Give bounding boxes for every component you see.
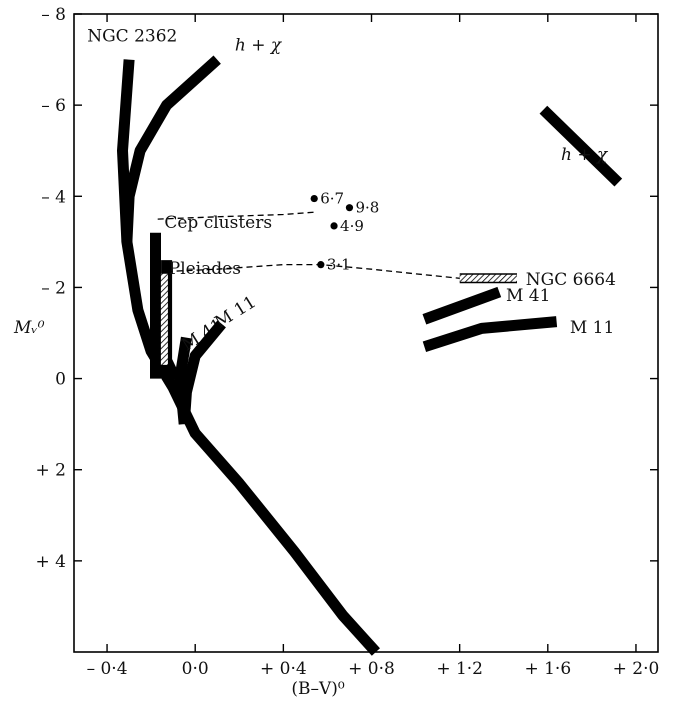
y-axis-title: Mᵥ⁰ bbox=[13, 318, 45, 338]
x-tick-label-0: – 0·4 bbox=[87, 659, 128, 679]
series-10-label: NGC 6664 bbox=[526, 270, 616, 290]
y-tick-label-4: 0 bbox=[55, 370, 66, 390]
point-2-label: 4·9 bbox=[340, 217, 364, 235]
series-2-label: h + χ bbox=[561, 145, 609, 165]
point-3 bbox=[317, 261, 325, 269]
series-1-label: h + χ bbox=[235, 35, 283, 55]
plot-frame bbox=[73, 13, 659, 653]
y-tick-label-5: + 2 bbox=[36, 461, 66, 481]
y-tick-label-2: – 4 bbox=[41, 187, 66, 207]
series-8-label: M 41 bbox=[506, 286, 550, 306]
y-tick-label-0: – 8 bbox=[41, 5, 66, 25]
point-1 bbox=[345, 204, 354, 212]
axis-ticks: – 0·4 0·0 + 0·4 + 0·8 + 1·2 + 1·6 + 2·0 – 8 – 6 –… bbox=[36, 5, 660, 679]
series-7-label: M 11 bbox=[212, 292, 260, 333]
x-tick-label-2: + 0·4 bbox=[260, 659, 307, 679]
point-0 bbox=[310, 194, 318, 203]
x-tick-label-6: + 2·0 bbox=[613, 659, 660, 679]
series-8-line bbox=[422, 286, 502, 325]
series-9-label: M 11 bbox=[570, 318, 614, 338]
x-tick-label-3: + 0·8 bbox=[348, 659, 395, 679]
x-axis-title: (B–V)⁰ bbox=[291, 679, 345, 699]
point-2 bbox=[330, 222, 338, 230]
series-4-label: Pleiades bbox=[169, 259, 241, 279]
point-1-label: 9·8 bbox=[355, 199, 379, 217]
y-tick-label-3: – 2 bbox=[41, 278, 66, 298]
series-7-line bbox=[178, 320, 226, 425]
point-3-label: 3·1 bbox=[327, 256, 351, 274]
x-tick-label-4: + 1·2 bbox=[436, 659, 483, 679]
series-1-line bbox=[121, 55, 221, 243]
x-tick-label-5: + 1·6 bbox=[524, 659, 571, 679]
x-tick-label-1: 0·0 bbox=[182, 659, 209, 679]
series-9-line bbox=[422, 316, 558, 352]
series-0-label: NGC 2362 bbox=[87, 26, 177, 46]
y-tick-label-6: + 4 bbox=[36, 552, 66, 572]
series-11-dashed-line bbox=[157, 211, 315, 220]
series-2-line bbox=[539, 105, 623, 187]
point-0-label: 6·7 bbox=[320, 190, 344, 208]
y-tick-label-1: – 6 bbox=[41, 96, 66, 116]
